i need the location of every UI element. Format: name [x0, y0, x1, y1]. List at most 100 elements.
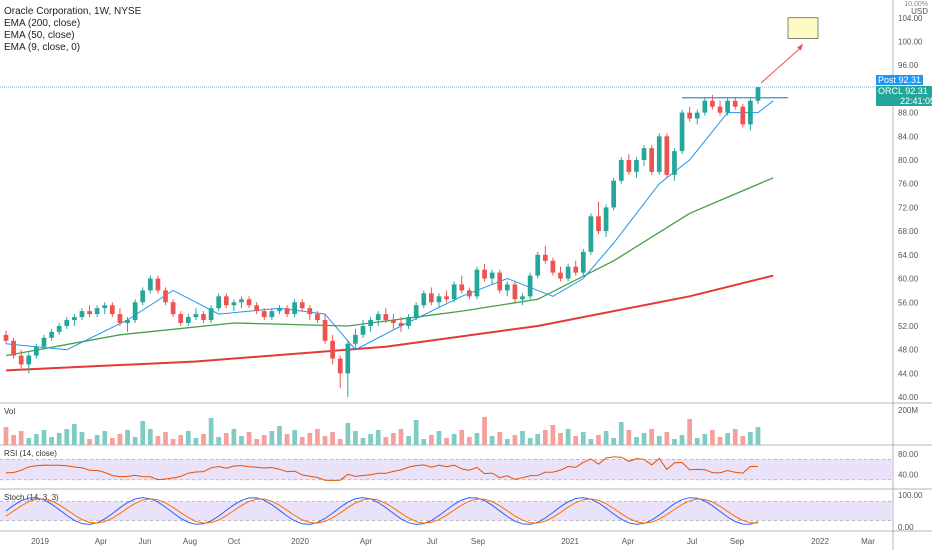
time-tick-label: Apr	[360, 537, 373, 546]
target-zone-box	[787, 17, 819, 39]
volume-bar	[573, 436, 579, 445]
stoch-d-line	[5, 498, 759, 524]
volume-bar	[694, 438, 700, 445]
volume-bar	[299, 437, 305, 445]
candle-body	[489, 272, 495, 279]
price-tick-label: 64.00	[898, 251, 919, 260]
candle-body	[740, 106, 746, 125]
volume-bar	[94, 435, 100, 445]
pct-label: 10.00%	[904, 1, 928, 8]
candle-body	[26, 355, 32, 365]
candle-body	[710, 100, 715, 107]
volume-bar	[102, 431, 108, 445]
price-tick-label: 84.00	[898, 132, 919, 141]
post-badge: Post 92.31	[876, 75, 924, 85]
volume-bar	[322, 436, 328, 445]
candle-body	[664, 136, 670, 175]
volume-bar	[580, 432, 586, 445]
candle-body	[679, 112, 685, 152]
candle-body	[322, 320, 328, 341]
time-tick-label: Jul	[687, 537, 697, 546]
volume-bar	[603, 431, 609, 445]
time-tick-label: Aug	[183, 537, 197, 546]
volume-bar	[178, 435, 184, 445]
volume-bar	[163, 432, 168, 445]
candle-body	[125, 320, 130, 323]
time-tick-label: 2022	[811, 537, 829, 546]
volume-bar	[269, 431, 275, 445]
candle-body	[3, 334, 9, 341]
candle-body	[11, 340, 16, 356]
volume-bar	[634, 437, 639, 445]
volume-bar	[512, 435, 518, 445]
volume-bar	[429, 435, 434, 445]
candle-body	[345, 343, 351, 374]
candle-body	[527, 275, 533, 297]
candle-body	[725, 100, 730, 113]
candle-body	[672, 151, 677, 175]
ema9-line	[5, 100, 774, 351]
volume-bar	[79, 432, 85, 445]
price-tick-label: 80.00	[898, 156, 919, 165]
price-tick-label: 56.00	[898, 298, 919, 307]
volume-bar	[239, 436, 244, 445]
candle-body	[694, 112, 700, 119]
volume-bar	[170, 439, 176, 445]
volume-bar	[125, 430, 130, 445]
time-tick-label: Jun	[139, 537, 152, 546]
legend-ema50: EMA (50, close)	[4, 30, 75, 41]
last-symbol: ORCL	[878, 86, 903, 96]
candle-body	[520, 296, 525, 300]
volume-bar	[717, 437, 723, 445]
candle-body	[573, 266, 579, 273]
volume-bar	[679, 435, 685, 445]
volume-bar	[725, 433, 730, 445]
volume-bar	[109, 438, 115, 445]
price-tick-label: 76.00	[898, 180, 919, 189]
volume-bar	[672, 439, 677, 445]
candle-body	[717, 106, 723, 113]
candle-body	[170, 302, 176, 315]
candle-body	[87, 311, 92, 315]
candle-body	[72, 317, 77, 321]
volume-bar	[56, 433, 62, 445]
candle-body	[56, 325, 62, 332]
volume-bar	[231, 429, 237, 445]
volume-bar	[383, 437, 389, 445]
volume-bar	[710, 430, 715, 445]
candle-body	[94, 308, 100, 315]
volume-bar	[413, 420, 419, 445]
volume-bar	[755, 427, 761, 445]
candle-body	[702, 100, 708, 113]
volume-bar	[550, 425, 556, 445]
vol-axis-label: 200M	[898, 406, 918, 415]
stoch-k-line	[5, 497, 759, 525]
candle-body	[193, 314, 199, 318]
price-tick-label: 68.00	[898, 227, 919, 236]
volume-bar	[391, 433, 396, 445]
candle-body	[436, 296, 442, 303]
volume-bar	[527, 438, 533, 445]
candle-body	[406, 317, 411, 326]
volume-bar	[474, 433, 480, 445]
volume-bar	[292, 430, 298, 445]
candle-body	[284, 308, 290, 315]
candle-body	[603, 207, 609, 232]
time-tick-label: Jul	[427, 537, 437, 546]
candle-body	[163, 290, 168, 303]
time-tick-label: 2019	[31, 537, 49, 546]
volume-bar	[223, 433, 229, 445]
volume-bar	[558, 433, 563, 445]
volume-bar	[542, 430, 548, 445]
candle-body	[269, 311, 275, 318]
legend-ema200: EMA (200, close)	[4, 18, 81, 29]
last-value: 92.31	[905, 86, 928, 96]
candle-body	[413, 305, 419, 318]
volume-bar	[261, 435, 267, 445]
candle-body	[641, 148, 647, 161]
rsi-axis-label: 40.00	[898, 471, 919, 480]
candle-body	[459, 284, 465, 291]
volume-bar	[626, 430, 632, 445]
candle-body	[239, 299, 244, 303]
candle-body	[292, 302, 298, 315]
